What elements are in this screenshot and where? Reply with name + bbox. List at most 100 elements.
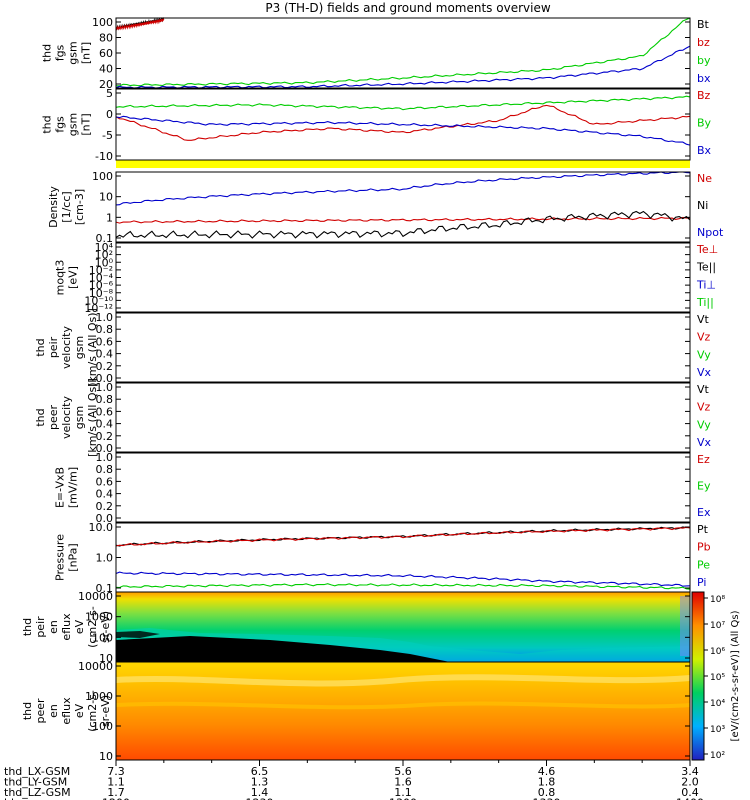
colorbar-tick-label: 10⁷ <box>710 621 725 631</box>
series-line-density-Ne <box>115 216 691 224</box>
ytick-label: 100 <box>92 631 113 644</box>
ylabel-line: Density <box>47 186 60 228</box>
legend-entry: Pb <box>697 541 711 554</box>
ylabel-line: (cm2-s- <box>86 690 99 732</box>
ylabel-line: thd <box>34 408 47 426</box>
ylabel-line: en <box>47 704 60 718</box>
ytick-label: 1000 <box>85 611 113 624</box>
panel-frame-peer_velocity <box>115 382 691 453</box>
ytick-label: 0.8 <box>96 323 114 336</box>
ylabel-line: gsm <box>73 406 86 429</box>
ytick-label: 0.1 <box>96 232 114 245</box>
ylabel-line: [nT] <box>80 42 93 64</box>
ylabel-line: [km/s (All Qs)] <box>86 378 99 457</box>
legend-entry: Vz <box>697 401 711 414</box>
panel-frames <box>115 17 691 761</box>
ytick-label: 1.0 <box>96 451 114 464</box>
ytick-label: 60 <box>99 47 113 60</box>
legend-entry: Te⊥ <box>696 243 718 256</box>
ytick-label: 5 <box>106 87 113 100</box>
ylabel-line: eflux <box>60 613 73 641</box>
ytick-label: 0.6 <box>96 405 114 418</box>
ytick-label: 10 <box>99 191 113 204</box>
colorbar-tick-label: 10⁴ <box>710 699 725 709</box>
legend-entry: Vy <box>697 418 711 431</box>
legend-entry: bx <box>697 72 711 85</box>
ylabel-line: eflux <box>60 697 73 725</box>
ytick-label: -10 <box>95 150 113 163</box>
legend-entry: Vx <box>697 436 712 449</box>
series-line-fgs-bz <box>115 17 165 31</box>
legend-entry: Vz <box>697 331 711 344</box>
panel-frame-pressure <box>115 522 691 593</box>
ylabel-line: peir <box>34 616 47 638</box>
legend-entry: Bx <box>697 144 712 157</box>
time-axis-value: 1230 <box>246 797 274 800</box>
series-lines <box>115 16 691 590</box>
ytick-label: 0.2 <box>96 360 114 373</box>
series-line-density-Ni <box>115 210 691 239</box>
ytick-label: 0.4 <box>96 488 114 501</box>
legend-entry: Vx <box>697 366 712 379</box>
ytick-label: 10⁻¹² <box>84 302 113 315</box>
legend-entry: by <box>697 54 711 67</box>
time-axis-value: 1.1 <box>107 776 125 789</box>
ylabel-line: thd <box>34 338 47 356</box>
ytick-label: 80 <box>99 32 113 45</box>
ytick-label: 0.4 <box>96 348 114 361</box>
ytick-label: 100 <box>92 720 113 733</box>
ylabel-line: eV <box>73 619 86 634</box>
ylabel-line: velocity <box>60 326 73 369</box>
ytick-label: 10² <box>95 249 113 262</box>
series-line-pressure-Pb <box>115 526 691 547</box>
time-axis-value: 1.8 <box>538 776 556 789</box>
time-axis-value: 1.4 <box>251 786 269 799</box>
ytick-label: 1000 <box>85 690 113 703</box>
legend-entry: Pi <box>697 576 706 589</box>
ylabel-line: moqt3 <box>54 260 67 296</box>
legend-entry: Npot <box>697 226 724 239</box>
ylabel-line: peer <box>34 698 47 724</box>
ytick-label: 10⁻⁴ <box>89 272 114 285</box>
time-axis-value: 1.3 <box>251 776 269 789</box>
legend-entry: Vt <box>697 313 710 326</box>
series-line-fgs_zoom-Bz <box>115 104 691 141</box>
ytick-label: 0.0 <box>96 442 114 455</box>
ylabel-line: gsm <box>73 336 86 359</box>
ytick-label: 100 <box>92 16 113 29</box>
ytick-label: 10⁻² <box>89 264 113 277</box>
panel-frame-efield <box>115 452 691 523</box>
panel-frame-moqt3 <box>115 242 691 313</box>
time-axis-row-label: hhmm <box>4 797 39 800</box>
legend-entry: Ti⊥ <box>696 278 716 291</box>
ylabel-line: peir <box>47 336 60 358</box>
time-axis-value: 7.3 <box>107 765 125 778</box>
legend-entry: Pe <box>697 558 710 571</box>
colorbar-tick-label: 10³ <box>710 725 725 735</box>
legend-entry: Pt <box>697 523 709 536</box>
legend-entry: Bt <box>697 18 710 31</box>
ylabel-line: fgs <box>54 116 67 133</box>
ytick-label: 0.6 <box>96 475 114 488</box>
time-axis-value: 1.7 <box>107 786 125 799</box>
ytick-label: 0.8 <box>96 393 114 406</box>
time-axis-value: 2.0 <box>681 776 699 789</box>
ytick-label: 10⁻¹⁰ <box>84 294 113 307</box>
peir-spectrogram <box>116 592 690 662</box>
ylabel-line: thd <box>41 44 54 62</box>
ylabel-line: velocity <box>60 396 73 439</box>
ylabel-line: en <box>47 620 60 634</box>
series-line-pressure-Pi <box>115 571 691 587</box>
time-axis-row-label: thd_LX-GSM <box>4 765 70 778</box>
ylabel-line: eV <box>73 703 86 718</box>
ytick-label: 10⁻⁶ <box>89 279 114 292</box>
ytick-label: 100 <box>92 170 113 183</box>
panel-frame-fgs_zoom <box>115 88 691 161</box>
time-axis-value: 1300 <box>389 797 417 800</box>
ytick-label: 10.0 <box>89 521 114 534</box>
time-axis-value: 6.5 <box>251 765 269 778</box>
ylabel-line: [km/s (All Qs)] <box>86 308 99 387</box>
ytick-label: 0.4 <box>96 418 114 431</box>
ytick-label: 0 <box>106 108 113 121</box>
ytick-label: 0.0 <box>96 512 114 525</box>
